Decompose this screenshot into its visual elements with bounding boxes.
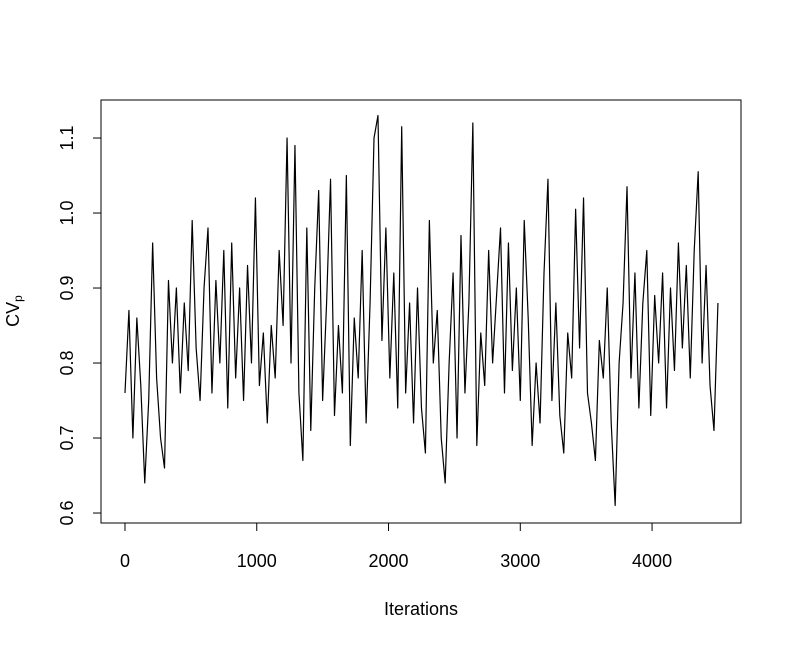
y-tick-label: 0.9 xyxy=(57,276,77,301)
y-tick-label: 1.0 xyxy=(57,201,77,226)
y-axis-label-sub: p xyxy=(11,295,25,302)
x-tick-label: 0 xyxy=(120,551,130,571)
y-axis-label: CVp xyxy=(3,295,25,327)
y-axis-label-main: CV xyxy=(3,302,23,327)
y-tick-label: 1.1 xyxy=(57,126,77,151)
x-tick-label: 2000 xyxy=(368,551,408,571)
x-axis-label: Iterations xyxy=(384,599,458,619)
y-tick-label: 0.6 xyxy=(57,501,77,526)
x-tick-label: 1000 xyxy=(237,551,277,571)
y-tick-label: 0.7 xyxy=(57,426,77,451)
plot-frame xyxy=(100,99,742,524)
y-tick-label: 0.8 xyxy=(57,351,77,376)
x-tick-label: 4000 xyxy=(632,551,672,571)
x-tick-label: 3000 xyxy=(500,551,540,571)
trace-line xyxy=(124,114,719,507)
